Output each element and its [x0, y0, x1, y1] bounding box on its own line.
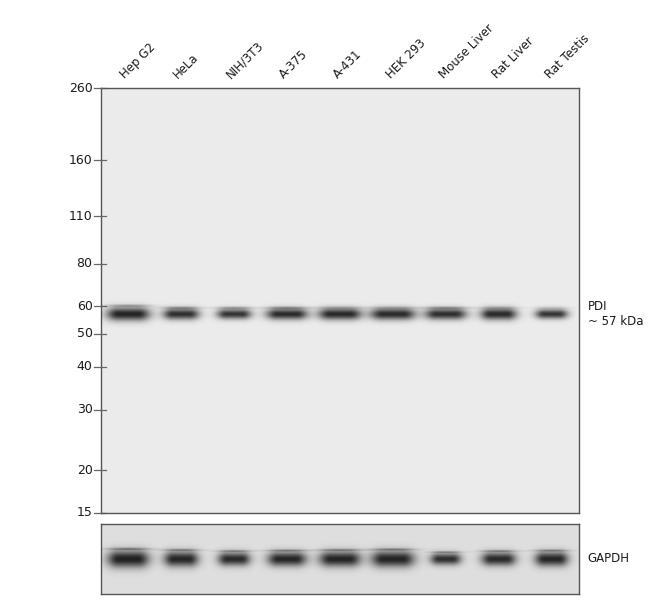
Text: 80: 80 [77, 257, 92, 270]
Text: 260: 260 [69, 81, 92, 95]
Text: 20: 20 [77, 464, 92, 476]
Text: NIH/3T3: NIH/3T3 [224, 39, 266, 81]
Text: Rat Testis: Rat Testis [543, 32, 592, 81]
Text: HeLa: HeLa [171, 51, 202, 81]
Text: GAPDH: GAPDH [588, 552, 630, 565]
Text: 110: 110 [69, 209, 92, 223]
Text: 60: 60 [77, 300, 92, 313]
Text: Hep G2: Hep G2 [118, 41, 158, 81]
Text: PDI: PDI [588, 300, 607, 313]
Text: 15: 15 [77, 506, 92, 520]
Text: A-431: A-431 [330, 47, 364, 81]
Text: ~ 57 kDa: ~ 57 kDa [588, 315, 644, 328]
Text: 50: 50 [77, 327, 92, 340]
Text: A-375: A-375 [278, 47, 311, 81]
Text: 30: 30 [77, 403, 92, 416]
Text: 160: 160 [69, 154, 92, 167]
Text: Rat Liver: Rat Liver [490, 35, 536, 81]
Text: 40: 40 [77, 361, 92, 373]
Text: HEK 293: HEK 293 [384, 36, 428, 81]
Text: Mouse Liver: Mouse Liver [437, 22, 496, 81]
